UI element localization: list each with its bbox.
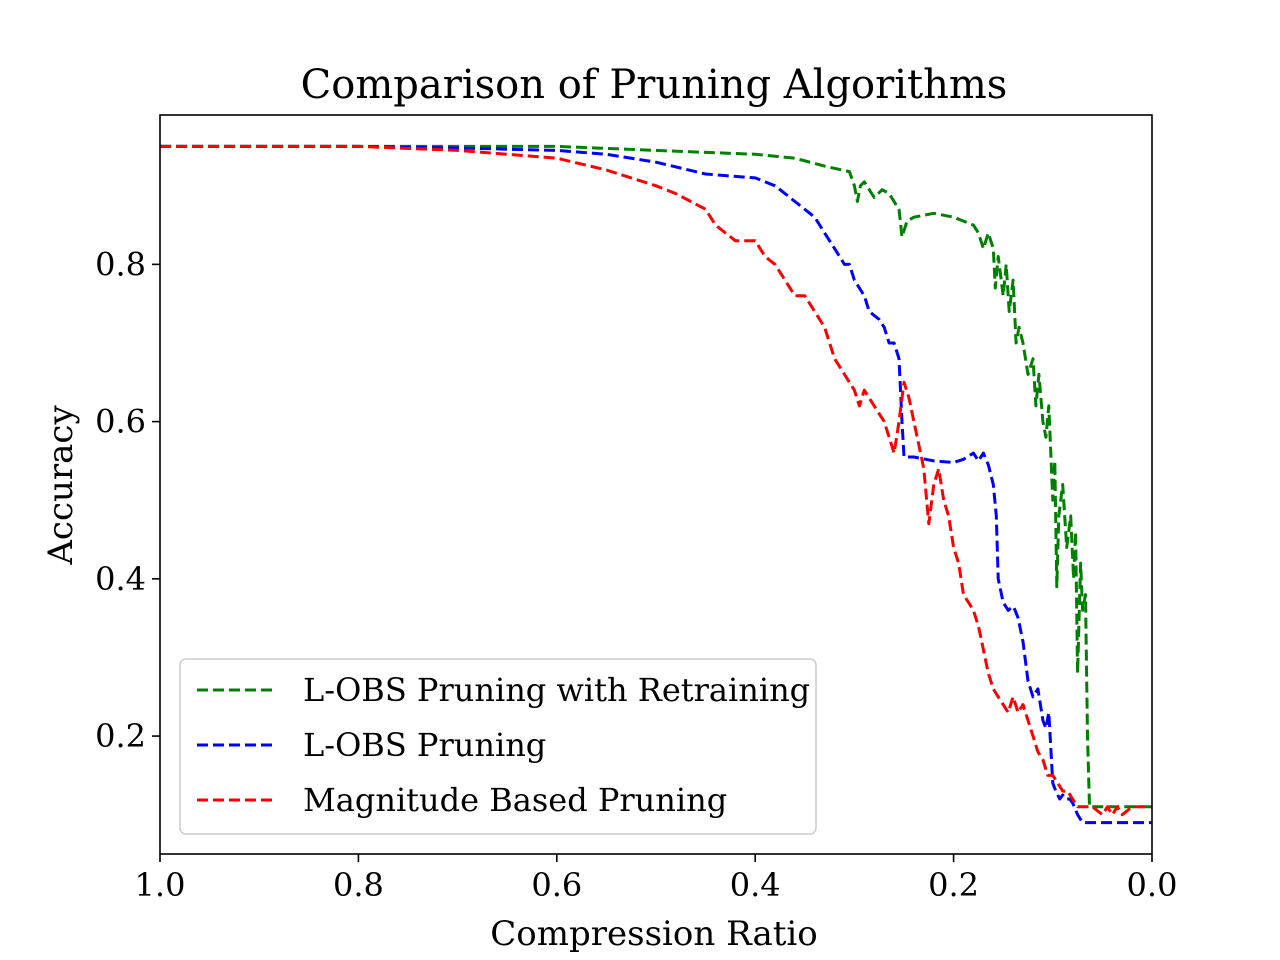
ticks: 1.0 0.8 0.6 0.4 0.2 0.0 0.2 0.4 0.6 0.8 (95, 245, 1177, 904)
x-tick-label: 0.6 (531, 866, 582, 904)
plot-frame (159, 114, 1153, 855)
x-tick-label: 0.4 (730, 866, 781, 904)
legend-label: Magnitude Based Pruning (303, 781, 727, 819)
y-tick-label: 0.8 (95, 245, 146, 283)
legend: L-OBS Pruning with Retraining L-OBS Pruni… (179, 658, 817, 835)
chart-title: Comparison of Pruning Algorithms (301, 62, 1008, 108)
y-tick-label: 0.6 (95, 403, 146, 441)
legend-box (179, 658, 817, 835)
x-tick-label: 0.8 (333, 866, 384, 904)
x-tick-label: 0.2 (928, 866, 979, 904)
series-line-1 (160, 144, 1152, 809)
x-tick-label: 0.0 (1127, 866, 1178, 904)
y-tick-label: 0.4 (95, 560, 146, 598)
legend-label: L-OBS Pruning with Retraining (303, 671, 810, 709)
series-layer (160, 144, 1152, 825)
y-tick-label: 0.2 (95, 717, 146, 755)
y-axis-label: Accuracy (41, 405, 81, 566)
series-line-3 (160, 144, 1152, 817)
legend-label: L-OBS Pruning (303, 726, 546, 764)
x-axis-label: Compression Ratio (490, 914, 817, 954)
x-tick-label: 1.0 (135, 866, 186, 904)
